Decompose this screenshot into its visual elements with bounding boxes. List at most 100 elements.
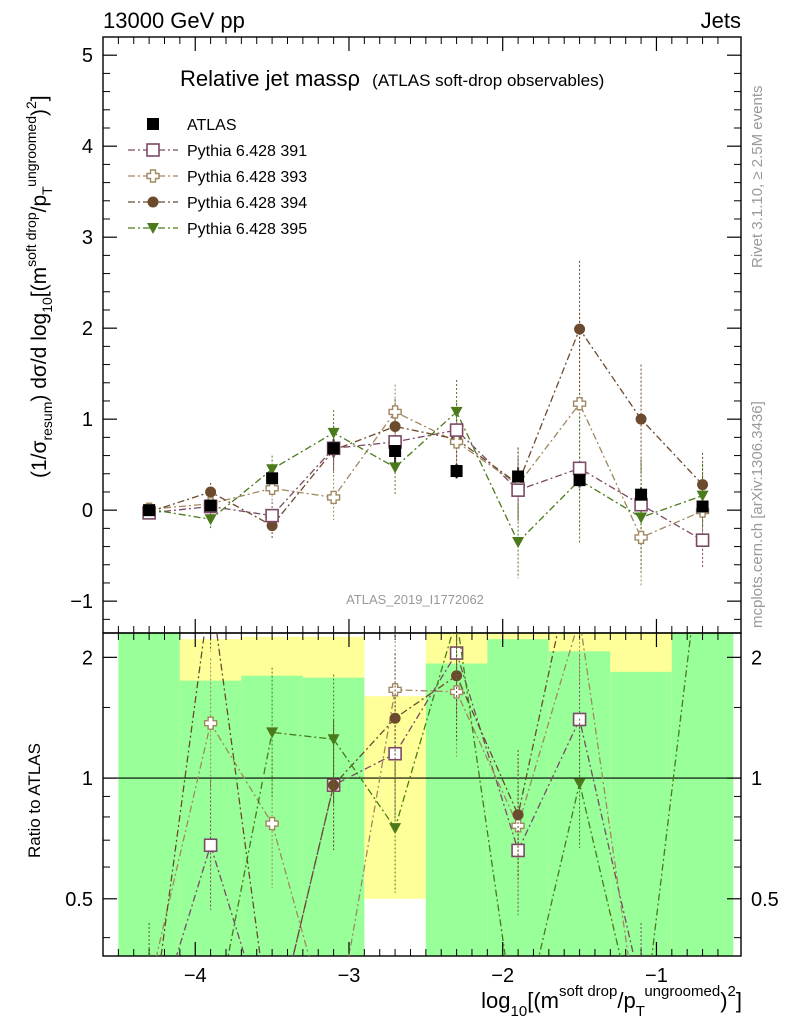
- legend-label: ATLAS: [187, 117, 237, 134]
- y-axis-label-main: (1/σresum) dσ/d log10[(msoft drop/pTungr…: [23, 95, 55, 478]
- data-point: [697, 479, 709, 491]
- data-point: [326, 490, 341, 505]
- series-line: [149, 402, 703, 539]
- y-tick-label-main: 5: [82, 45, 93, 67]
- ratio-point: [512, 809, 524, 821]
- ratio-band-green: [610, 671, 672, 956]
- chart-title: Relative jet massρ (ATLAS soft-drop obse…: [180, 66, 604, 91]
- data-point: [635, 488, 648, 501]
- header-right: Jets: [701, 8, 741, 33]
- legend-marker: [147, 223, 159, 234]
- data-point: [573, 474, 586, 487]
- ratio-band-green: [118, 633, 180, 956]
- x-tick-label: −4: [184, 965, 207, 987]
- data-point: [449, 423, 464, 437]
- data-point: [574, 323, 586, 335]
- chart-title-main: Relative jet massρ: [180, 66, 360, 91]
- ratio-point: [327, 734, 340, 746]
- data-point: [512, 537, 525, 549]
- y-tick-label-ratio-right: 0.5: [751, 889, 779, 911]
- ratio-line: [227, 633, 692, 956]
- data-point: [388, 405, 402, 419]
- ratio-line: [160, 633, 559, 956]
- data-point: [511, 483, 525, 497]
- legend-marker: [147, 118, 159, 130]
- data-point: [572, 396, 587, 411]
- data-point: [266, 520, 278, 532]
- ratio-point: [203, 838, 218, 853]
- data-point: [266, 464, 279, 476]
- y-tick-label-ratio: 0.5: [65, 889, 93, 911]
- data-point: [389, 420, 401, 432]
- legend-marker: [146, 169, 160, 183]
- data-point: [143, 504, 156, 517]
- data-point: [512, 470, 525, 483]
- x-axis-label: log10[(msoft drop/pTungroomed)2]: [481, 983, 742, 1020]
- data-point: [449, 435, 464, 449]
- y-tick-label-ratio-right: 2: [751, 647, 762, 669]
- data-point: [450, 465, 463, 478]
- series-2: [148, 312, 704, 588]
- y-tick-label-main: 4: [82, 136, 93, 158]
- main-series: [142, 260, 710, 588]
- data-point: [634, 530, 648, 545]
- data-point: [266, 472, 279, 485]
- series-3: [148, 260, 704, 540]
- x-tick-label: −1: [645, 965, 668, 987]
- data-point: [635, 512, 648, 524]
- data-point: [572, 461, 587, 476]
- series-1: [148, 402, 704, 568]
- y-tick-label-main: 2: [82, 318, 93, 340]
- ratio-point: [389, 712, 401, 724]
- ratio-point: [389, 823, 402, 835]
- y-tick-label-main: 1: [82, 409, 93, 431]
- ratio-point: [266, 727, 279, 739]
- chart-subtitle: (ATLAS soft-drop observables): [372, 71, 604, 90]
- y-tick-label-main: 3: [82, 227, 93, 249]
- data-point: [696, 490, 709, 502]
- data-point: [695, 533, 710, 547]
- ratio-band-green: [671, 633, 734, 956]
- series-4: [148, 380, 704, 579]
- y-tick-label-main: 0: [82, 500, 93, 522]
- data-point: [204, 514, 217, 526]
- axes: −4 −3 −2 −1 −1 0 1 2 3 4 5 0.5 0.5 1 1 2 2: [65, 37, 779, 987]
- legend-marker: [146, 143, 160, 157]
- data-point: [635, 413, 647, 425]
- mcplots-label: mcplots.cern.ch [arXiv:1306.3436]: [749, 401, 766, 628]
- y-axis-label-ratio: Ratio to ATLAS: [25, 743, 44, 858]
- series-line: [148, 327, 704, 527]
- data-point: [696, 500, 709, 513]
- legend-label: Pythia 6.428 393: [187, 169, 307, 186]
- x-tick-label: −3: [338, 965, 361, 987]
- y-tick-label-ratio: 1: [82, 768, 93, 790]
- ratio-point: [203, 716, 218, 730]
- ratio-point: [328, 779, 340, 791]
- legend-label: Pythia 6.428 394: [187, 195, 307, 212]
- ratio-point: [265, 816, 279, 831]
- legend-label: Pythia 6.428 391: [187, 143, 307, 160]
- y-tick-label-ratio: 2: [82, 647, 93, 669]
- rivet-label: Rivet 3.1.10, ≥ 2.5M events: [749, 86, 766, 269]
- legend-marker: [147, 196, 159, 208]
- analysis-id: ATLAS_2019_I1772062: [346, 592, 484, 607]
- series-line: [149, 429, 703, 541]
- ratio-plot-frame: [102, 632, 742, 957]
- data-point: [204, 499, 217, 512]
- y-tick-label-main: −1: [70, 591, 93, 613]
- x-tick-label: −2: [491, 965, 514, 987]
- ratio-lines: [148, 633, 692, 956]
- data-point: [389, 462, 402, 474]
- data-point: [389, 445, 402, 458]
- data-point: [265, 481, 279, 496]
- header-left: 13000 GeV pp: [103, 8, 245, 33]
- legend: ATLAS Pythia 6.428 391 Pythia 6.428 393 Pyt…: [128, 117, 307, 238]
- ratio-line: [175, 651, 635, 956]
- data-point: [327, 427, 340, 439]
- ratio-point: [511, 819, 525, 833]
- legend-label: Pythia 6.428 395: [187, 221, 307, 238]
- ratio-line: [155, 633, 629, 956]
- series-line: [149, 410, 703, 544]
- data-point: [450, 406, 463, 418]
